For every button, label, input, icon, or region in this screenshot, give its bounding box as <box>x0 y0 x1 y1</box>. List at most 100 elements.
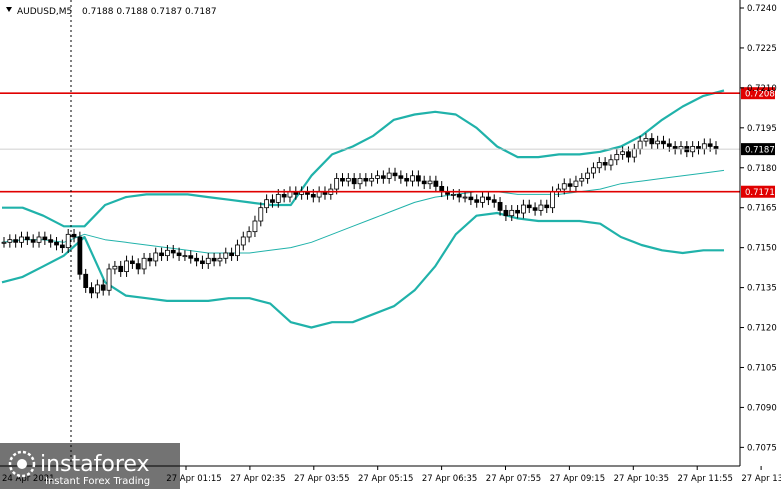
candle-body <box>59 244 65 249</box>
candle-body <box>410 175 415 182</box>
candle <box>421 175 427 190</box>
candle-body <box>176 252 182 257</box>
price-tick-label: 0.7150 <box>747 244 777 254</box>
candle-body <box>561 183 567 190</box>
candle-body <box>480 196 485 203</box>
candle-body <box>515 209 520 214</box>
candle-body <box>89 287 94 294</box>
candle <box>567 178 573 192</box>
symbol-label: AUDUSD,M5 <box>17 7 72 17</box>
candle <box>223 247 229 264</box>
candle-body <box>666 143 672 147</box>
candle <box>77 231 83 280</box>
bollinger-middle-band <box>1 169 725 254</box>
price-tick-label: 0.7210 <box>747 84 777 94</box>
candle <box>100 279 106 296</box>
candle <box>71 229 77 243</box>
candle <box>591 162 596 179</box>
candle <box>351 173 357 190</box>
candle <box>363 173 369 187</box>
candle <box>474 194 480 208</box>
candle-body <box>433 180 439 187</box>
time-tick-label: 27 Apr 02:35 <box>230 474 285 484</box>
candle-body <box>270 199 275 203</box>
candle-body <box>701 143 707 150</box>
candle <box>340 173 345 187</box>
candle-body <box>229 252 235 257</box>
candle-body <box>1 241 7 244</box>
candle-body <box>485 196 491 201</box>
candle-body <box>375 175 380 179</box>
candle <box>485 191 491 206</box>
candle <box>147 252 153 267</box>
candle <box>252 215 258 237</box>
candle <box>614 149 620 166</box>
level-label-box <box>741 87 775 100</box>
candle <box>153 247 159 267</box>
time-tick-label: 27 Apr 11:55 <box>677 474 732 484</box>
time-tick-label: 27 Apr 13:15 <box>741 474 781 484</box>
candle-body <box>124 260 129 273</box>
candle-body <box>205 257 211 265</box>
candle-body <box>392 172 398 177</box>
candle-body <box>538 204 544 211</box>
candle <box>579 173 585 187</box>
candle-body <box>450 193 456 196</box>
candle <box>246 226 252 243</box>
candle-body <box>468 196 474 201</box>
candle-body <box>427 180 433 185</box>
candle-body <box>77 236 83 275</box>
candle-body <box>386 172 392 179</box>
candle <box>649 133 655 150</box>
candle-body <box>194 257 199 262</box>
watermark-tagline: Instant Forex Trading <box>45 476 150 487</box>
candle-body <box>491 199 497 203</box>
candle-body <box>24 236 30 241</box>
candle <box>36 231 42 248</box>
candle-body <box>456 193 462 198</box>
candle-body <box>200 260 205 265</box>
level-label: 0.7171 <box>745 188 775 198</box>
candle <box>13 234 19 248</box>
candle-body <box>36 236 42 243</box>
candle <box>375 170 380 184</box>
candle-body <box>643 138 649 142</box>
candle-body <box>217 257 223 262</box>
candle-body <box>707 143 713 147</box>
instaforex-watermark: instaforex Instant Forex Trading <box>0 443 180 489</box>
candle-body <box>112 265 118 270</box>
candle <box>24 231 30 245</box>
candle <box>503 205 509 222</box>
dropdown-triangle-icon[interactable] <box>6 7 12 12</box>
candle <box>42 231 48 245</box>
time-tick-label: 27 Apr 03:55 <box>294 474 349 484</box>
level-label: 0.7208 <box>745 90 775 100</box>
candle <box>532 202 538 216</box>
current-price-box <box>741 143 775 156</box>
price-tick-label: 0.7090 <box>747 403 777 413</box>
candle <box>666 138 672 152</box>
candle <box>398 170 404 184</box>
candle-body <box>398 175 404 179</box>
candle-body <box>631 148 637 158</box>
candle <box>404 173 410 187</box>
candle <box>573 175 579 192</box>
candle-body <box>608 159 614 166</box>
price-tick-label: 0.7165 <box>747 204 777 214</box>
candle-body <box>591 167 596 174</box>
candle-body <box>620 151 626 155</box>
candle-body <box>240 236 246 246</box>
candle-body <box>65 233 71 249</box>
candle-body <box>275 193 281 203</box>
price-tick-label: 0.7120 <box>747 324 777 334</box>
candle <box>159 247 164 261</box>
time-tick-label: 27 Apr 06:35 <box>422 474 477 484</box>
candle <box>334 173 340 195</box>
candle <box>620 146 626 160</box>
candle <box>83 268 89 293</box>
candle <box>48 234 54 248</box>
candle <box>369 173 375 187</box>
candle-body <box>626 151 631 158</box>
